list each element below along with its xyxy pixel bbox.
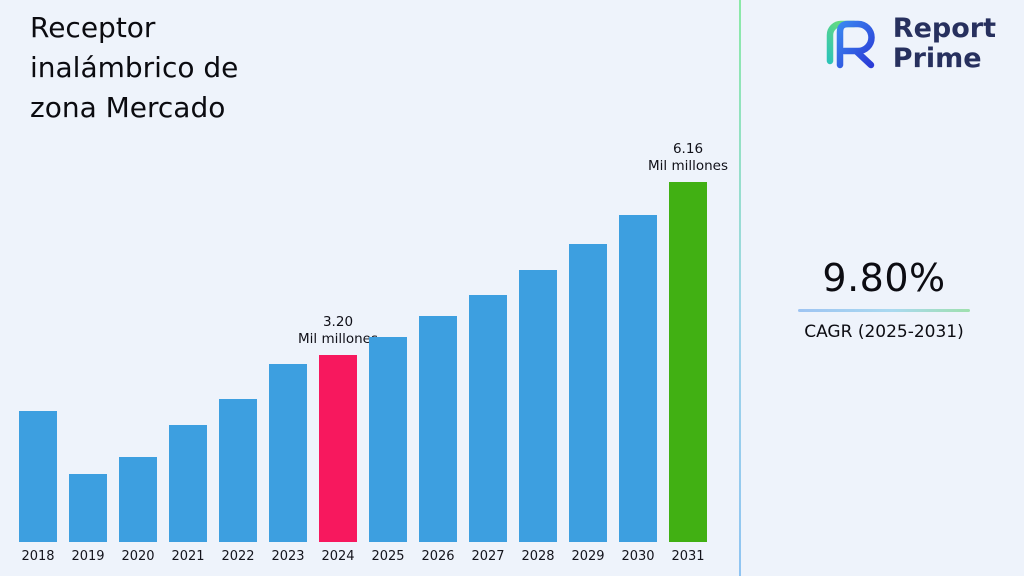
bar-2027 xyxy=(469,295,507,542)
bar-column-2019: 2019 xyxy=(63,474,113,564)
bar-column-2022: 2022 xyxy=(213,399,263,564)
bar-column-2027: 2027 xyxy=(463,295,513,564)
value-annotation-2031: 6.16 Mil millones xyxy=(648,140,728,175)
x-tick-2026: 2026 xyxy=(421,549,455,564)
x-tick-2024: 2024 xyxy=(321,549,355,564)
report-prime-wordmark: Report Prime xyxy=(893,14,996,73)
value-annotation-2024: 3.20 Mil millones xyxy=(298,313,378,348)
bar-column-2026: 2026 xyxy=(413,316,463,564)
bar-2020 xyxy=(119,457,157,542)
logo-word-prime: Prime xyxy=(892,42,982,74)
bar-2024 xyxy=(319,355,357,542)
x-tick-2031: 2031 xyxy=(671,549,705,564)
x-tick-2027: 2027 xyxy=(471,549,505,564)
x-tick-2021: 2021 xyxy=(171,549,205,564)
vertical-divider xyxy=(739,0,741,576)
cagr-value: 9.80% xyxy=(822,256,946,300)
x-tick-2028: 2028 xyxy=(521,549,555,564)
cagr-label: CAGR (2025-2031) xyxy=(804,322,964,342)
x-tick-2020: 2020 xyxy=(121,549,155,564)
bar-column-2018: 2018 xyxy=(13,411,63,564)
x-tick-2022: 2022 xyxy=(221,549,255,564)
x-tick-2030: 2030 xyxy=(621,549,655,564)
bar-2018 xyxy=(19,411,57,542)
bar-2026 xyxy=(419,316,457,542)
bar-2028 xyxy=(519,270,557,542)
bar-column-2021: 2021 xyxy=(163,425,213,564)
cagr-underline xyxy=(798,309,970,312)
bar-2030 xyxy=(619,215,657,542)
x-tick-2025: 2025 xyxy=(371,549,405,564)
bar-2031 xyxy=(669,182,707,542)
x-tick-2018: 2018 xyxy=(21,549,55,564)
bar-column-2023: 2023 xyxy=(263,364,313,564)
cagr-panel: 9.80% CAGR (2025-2031) xyxy=(758,256,1010,342)
bar-column-2028: 2028 xyxy=(513,270,563,564)
chart-title: Receptor inalámbrico de zona Mercado xyxy=(30,11,239,125)
bar-chart: 2018 2019 2020 2021 2022 2023 3.20 Mil millones… xyxy=(13,141,728,564)
bar-column-2025: 2025 xyxy=(363,337,413,564)
logo-word-report: Report xyxy=(892,13,996,44)
report-prime-logo: Report Prime xyxy=(819,14,996,73)
bar-column-2030: 2030 xyxy=(613,215,663,564)
bar-2023 xyxy=(269,364,307,542)
report-prime-logo-icon xyxy=(826,20,875,68)
x-tick-2029: 2029 xyxy=(571,549,605,564)
x-tick-2019: 2019 xyxy=(71,549,105,564)
bar-2022 xyxy=(219,399,257,542)
x-tick-2023: 2023 xyxy=(271,549,305,564)
bar-column-2020: 2020 xyxy=(113,457,163,564)
bar-2029 xyxy=(569,244,607,542)
bar-column-2031: 6.16 Mil millones 2031 xyxy=(648,141,728,564)
bar-column-2024: 3.20 Mil millones 2024 xyxy=(298,314,378,564)
bar-2021 xyxy=(169,425,207,542)
bar-2025 xyxy=(369,337,407,542)
bar-column-2029: 2029 xyxy=(563,244,613,564)
bar-2019 xyxy=(69,474,107,542)
